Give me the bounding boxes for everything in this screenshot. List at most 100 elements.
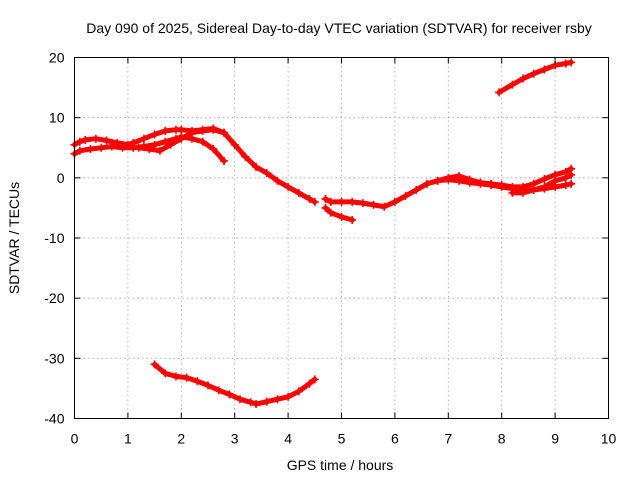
data-point <box>118 143 127 152</box>
data-point <box>252 163 261 172</box>
y-tick-label: 10 <box>49 110 65 126</box>
series-arc-9 <box>150 360 319 409</box>
series-arc-5 <box>321 203 357 224</box>
x-tick-label: 3 <box>231 431 239 447</box>
data-point <box>86 144 95 153</box>
data-point <box>294 188 303 197</box>
plot-frame <box>74 57 609 419</box>
series-arc-7 <box>508 170 576 197</box>
data-point <box>273 176 282 185</box>
data-point <box>369 200 378 209</box>
data-point <box>262 169 271 178</box>
data-point <box>236 395 245 404</box>
series-line <box>323 205 355 223</box>
data-point <box>102 136 111 145</box>
data-point <box>220 156 229 165</box>
data-point <box>358 199 367 208</box>
data-point <box>209 144 218 153</box>
series-arc-1 <box>70 124 319 206</box>
data-point <box>412 185 421 194</box>
x-tick-label: 9 <box>551 431 559 447</box>
x-tick-label: 5 <box>338 431 346 447</box>
data-point <box>326 208 335 217</box>
data-point <box>241 152 250 161</box>
data-point <box>171 372 180 381</box>
x-tick-label: 7 <box>444 431 452 447</box>
data-point <box>273 395 282 404</box>
data-point <box>561 181 570 190</box>
data-point <box>529 69 538 78</box>
data-point <box>380 202 389 211</box>
chart-title: Day 090 of 2025, Sidereal Day-to-day VTE… <box>86 20 592 36</box>
data-point <box>252 400 261 409</box>
data-point <box>508 80 517 89</box>
data-point <box>540 65 549 74</box>
data-point <box>161 369 170 378</box>
data-point <box>519 74 528 83</box>
x-tick-label: 0 <box>71 431 79 447</box>
data-point <box>91 134 100 143</box>
x-tick-label: 1 <box>124 431 132 447</box>
data-point <box>198 137 207 146</box>
data-point <box>487 179 496 188</box>
y-tick-label: 20 <box>49 50 65 66</box>
data-point <box>75 137 84 146</box>
y-tick-label: -10 <box>44 230 64 246</box>
data-point <box>444 173 453 182</box>
plot-area <box>70 58 576 409</box>
data-point <box>567 170 576 179</box>
data-point <box>321 194 330 203</box>
data-point <box>305 379 314 388</box>
data-point <box>225 390 234 399</box>
data-point <box>230 140 239 149</box>
data-point <box>337 212 346 221</box>
y-tick-label: -20 <box>44 290 64 306</box>
data-point <box>177 134 186 143</box>
x-tick-label: 8 <box>498 431 506 447</box>
x-tick-label: 10 <box>601 431 617 447</box>
data-point <box>81 135 90 144</box>
data-point <box>305 194 314 203</box>
y-axis-label: SDTVAR / TECUs <box>6 182 22 294</box>
data-point <box>107 142 116 151</box>
data-point <box>150 360 159 369</box>
data-point <box>497 181 506 190</box>
data-point <box>567 179 576 188</box>
data-point <box>401 191 410 200</box>
data-point <box>310 375 319 384</box>
data-point <box>246 398 255 407</box>
data-point <box>161 137 170 146</box>
data-point <box>465 175 474 184</box>
x-tick-label: 4 <box>284 431 292 447</box>
data-point <box>161 126 170 135</box>
data-point <box>177 125 186 134</box>
data-point <box>310 197 319 206</box>
data-point <box>540 175 549 184</box>
data-point <box>294 387 303 396</box>
data-point <box>166 140 175 149</box>
data-point <box>150 130 159 139</box>
data-point <box>561 173 570 182</box>
data-point <box>155 146 164 155</box>
data-point <box>321 203 330 212</box>
data-point <box>551 176 560 185</box>
data-point <box>97 143 106 152</box>
data-point <box>567 58 576 67</box>
data-point <box>422 179 431 188</box>
data-point <box>209 125 218 134</box>
axes: 0 1 2 3 4 5 6 7 8 9 10 -40 -30 -20 -10 0 10 20 <box>44 50 616 447</box>
data-point <box>529 185 538 194</box>
data-point <box>476 178 485 187</box>
x-tick-label: 6 <box>391 431 399 447</box>
y-tick-label: -30 <box>44 350 64 366</box>
data-point <box>145 144 154 153</box>
data-point <box>193 377 202 386</box>
data-point <box>134 143 143 152</box>
data-point <box>561 59 570 68</box>
series-line <box>152 361 318 407</box>
series-arc-3 <box>134 125 229 155</box>
data-point <box>519 188 528 197</box>
data-point <box>182 373 191 382</box>
y-tick-label: -40 <box>44 411 64 427</box>
